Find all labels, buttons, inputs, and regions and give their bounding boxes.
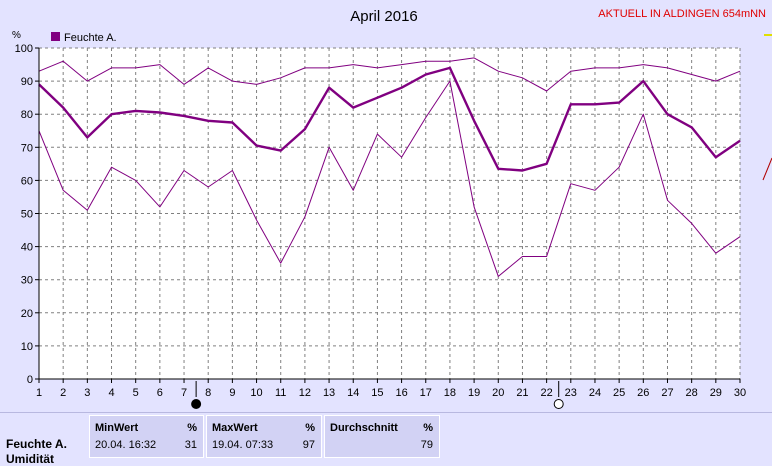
stat-min-cell: MinWert % 20.04. 16:32 31 <box>89 415 204 458</box>
stat-max-value: 97 <box>302 439 315 451</box>
x-tick-label: 17 <box>420 387 432 399</box>
x-tick-label: 7 <box>181 387 187 399</box>
station-label: AKTUELL IN ALDINGEN 654mNN <box>598 8 766 20</box>
series-line-min <box>38 80 741 277</box>
stat-min-datetime: 20.04. 16:32 <box>95 439 157 451</box>
y-tick-label: 80 <box>21 109 33 121</box>
y-axis-unit: % <box>12 30 21 41</box>
y-tick-label: 20 <box>21 308 33 320</box>
series-line-max <box>38 57 741 92</box>
x-tick-label: 9 <box>229 387 235 399</box>
y-tick-labels: 0 10 20 30 40 50 60 70 80 90 100 <box>15 43 39 386</box>
x-tick-label: 19 <box>468 387 480 399</box>
y-tick-label: 90 <box>21 76 33 88</box>
x-tick-label: 8 <box>205 387 211 399</box>
x-tick-label: 1 <box>36 387 42 399</box>
stat-avg-label: Durchschnitt <box>330 422 398 434</box>
series-line-mean <box>38 66 741 172</box>
x-tick-label: 3 <box>84 387 90 399</box>
y-tick-label: 30 <box>21 275 33 287</box>
edge-mark-left <box>762 157 772 181</box>
stat-max-datetime: 19.04. 07:33 <box>212 439 274 451</box>
x-tick-label: 5 <box>133 387 139 399</box>
stat-max-cell: MaxWert % 19.04. 07:33 97 <box>206 415 322 458</box>
stats-row-label-2: Umidität <box>6 452 54 466</box>
x-tick-label: 29 <box>710 387 722 399</box>
right-edge-fragments <box>762 34 772 181</box>
stat-avg-value: 79 <box>420 439 433 451</box>
series-lines <box>38 57 741 277</box>
x-tick-label: 27 <box>661 387 673 399</box>
x-tick-label: 13 <box>323 387 335 399</box>
y-tick-label: 70 <box>21 142 33 154</box>
y-tick-label: 10 <box>21 341 33 353</box>
stat-max-label: MaxWert <box>212 422 258 434</box>
stats-row-label: Feuchte A. <box>6 437 67 451</box>
moon-full-icon <box>553 399 564 409</box>
y-tick-label: 60 <box>21 175 33 187</box>
x-tick-label: 23 <box>565 387 577 399</box>
moon-new-icon <box>191 399 202 409</box>
x-tick-label: 22 <box>540 387 552 399</box>
x-tick-label: 20 <box>492 387 504 399</box>
stat-avg-unit: % <box>423 422 433 434</box>
moon-phase-markers <box>191 381 564 409</box>
stat-max-unit: % <box>305 422 315 434</box>
y-tick-label: 50 <box>21 209 33 221</box>
x-tick-label: 26 <box>637 387 649 399</box>
chart-title: April 2016 <box>350 8 418 25</box>
x-tick-label: 14 <box>347 387 359 399</box>
x-tick-label: 25 <box>613 387 625 399</box>
x-tick-label: 2 <box>60 387 66 399</box>
x-tick-label: 15 <box>371 387 383 399</box>
x-tick-label: 6 <box>157 387 163 399</box>
x-tick-label: 30 <box>734 387 746 399</box>
x-tick-label: 4 <box>108 387 114 399</box>
legend-label: Feuchte A. <box>64 32 117 44</box>
stat-min-label: MinWert <box>95 422 139 434</box>
x-tick-label: 18 <box>444 387 456 399</box>
x-tick-label: 28 <box>686 387 698 399</box>
y-tick-label: 40 <box>21 242 33 254</box>
x-tick-labels: 1 2 3 4 5 6 7 8 9 10 11 12 13 14 15 16 17 18 19 20 21 22 23 24 2… <box>36 379 746 399</box>
x-tick-label: 11 <box>275 387 286 399</box>
x-tick-label: 16 <box>395 387 407 399</box>
stat-avg-cell: Durchschnitt % 79 <box>324 415 440 458</box>
y-tick-label: 100 <box>15 43 33 55</box>
x-tick-label: 10 <box>250 387 262 399</box>
x-tick-label: 24 <box>589 387 601 399</box>
legend: Feuchte A. <box>51 32 117 44</box>
y-tick-label: 0 <box>27 374 33 386</box>
stat-min-value: 31 <box>184 439 197 451</box>
x-tick-label: 21 <box>516 387 528 399</box>
x-tick-label: 12 <box>299 387 311 399</box>
stat-min-unit: % <box>187 422 197 434</box>
grid-lines <box>39 47 741 379</box>
legend-swatch <box>51 32 60 41</box>
